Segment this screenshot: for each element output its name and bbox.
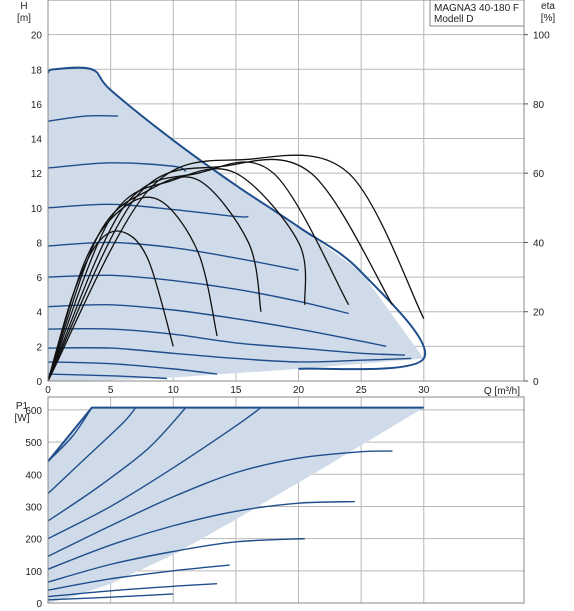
- head-y-tick-label: 4: [36, 308, 42, 319]
- power-curve: [47, 407, 187, 522]
- power-y-tick-label: 600: [25, 406, 42, 417]
- power-y-tick-label: 100: [25, 567, 42, 578]
- head-ylabel-unit: [m]: [17, 13, 31, 24]
- head-y-tick-label: 20: [31, 31, 43, 42]
- head-curve: [47, 303, 387, 348]
- power-y-tick-label: 0: [36, 599, 42, 610]
- head-x-tick-label: 25: [356, 385, 368, 396]
- legend-subtitle: Modell D: [434, 14, 473, 25]
- eta-y-tick-label: 80: [533, 100, 545, 111]
- head-y-tick-label: 12: [31, 169, 43, 180]
- power-y-tick-label: 200: [25, 535, 42, 546]
- power-plot-frame: [47, 396, 525, 604]
- eta-y-tick-label: 100: [533, 31, 550, 42]
- head-plot-frame: [47, 0, 525, 382]
- power-curve: [47, 593, 174, 601]
- head-y-tick-label: 0: [36, 377, 42, 388]
- eta-ylabel-top: eta: [541, 1, 555, 12]
- head-x-tick-label: 10: [168, 385, 180, 396]
- power-tick-labels: 0 100 200 300 400 500 600: [25, 406, 42, 610]
- head-y-tick-label: 14: [31, 135, 43, 146]
- head-curve: [47, 373, 168, 380]
- head-envelope: [48, 69, 424, 381]
- eta-y-tick-label: 40: [533, 238, 545, 249]
- power-curve: [47, 450, 393, 557]
- power-curve: [47, 407, 93, 462]
- power-ylabel-unit: [W]: [15, 413, 30, 424]
- power-ylabel-top: P1: [16, 401, 29, 412]
- eta-y-tick-label: 60: [533, 169, 545, 180]
- eta-y-tick-label: 0: [533, 377, 539, 388]
- head-x-tick-label: 5: [108, 385, 114, 396]
- head-y-tick-label: 6: [36, 273, 42, 284]
- power-curve: [47, 564, 230, 591]
- head-curve: [47, 347, 412, 363]
- head-tick-labels: 0 5 10 15 20 25 30 0 2 4 6 8 10 12 14 16 18 20 0 20 40 60 80 10…: [31, 31, 550, 396]
- eta-curve: [47, 158, 394, 382]
- head-x-tick-label: 0: [45, 385, 51, 396]
- head-curve: [47, 241, 299, 271]
- head-curve: [47, 327, 406, 356]
- head-x-tick-label: 15: [230, 385, 242, 396]
- eta-curves: [47, 154, 425, 382]
- power-curve: [47, 537, 305, 583]
- head-curve: [47, 203, 249, 218]
- eta-curve: [47, 161, 350, 382]
- legend-box: [429, 0, 525, 27]
- head-y-tick-label: 10: [31, 204, 43, 215]
- head-y-tick-label: 16: [31, 100, 43, 111]
- head-y-tick-label: 2: [36, 342, 42, 353]
- head-xlabel: Q [m³/h]: [484, 386, 520, 397]
- eta-ylabel-unit: [%]: [541, 13, 556, 24]
- legend-title: MAGNA3 40-180 F: [434, 3, 519, 14]
- eta-curve: [47, 154, 425, 382]
- head-curve: [47, 361, 218, 375]
- head-x-tick-label: 20: [293, 385, 305, 396]
- head-curve: [47, 274, 349, 315]
- head-curve: [47, 114, 119, 122]
- power-envelope: [48, 407, 424, 603]
- head-ylabel-top: H: [20, 1, 27, 12]
- head-x-tick-label: 30: [418, 385, 430, 396]
- eta-curve: [47, 196, 218, 382]
- head-y-tick-label: 18: [31, 65, 43, 76]
- power-y-tick-label: 300: [25, 502, 42, 513]
- power-curve: [47, 500, 355, 570]
- head-y-tick-label: 8: [36, 238, 42, 249]
- power-y-tick-label: 400: [25, 470, 42, 481]
- power-curve: [47, 407, 137, 495]
- power-y-tick-label: 500: [25, 438, 42, 449]
- power-curves: [47, 406, 424, 601]
- power-envelope-fill: [48, 407, 424, 603]
- power-curve: [47, 582, 218, 598]
- eta-y-tick-label: 20: [533, 308, 545, 319]
- head-max-curve: [47, 66, 427, 371]
- head-curves: [47, 66, 427, 380]
- power-curve: [47, 407, 262, 540]
- head-envelope-fill: [48, 69, 424, 381]
